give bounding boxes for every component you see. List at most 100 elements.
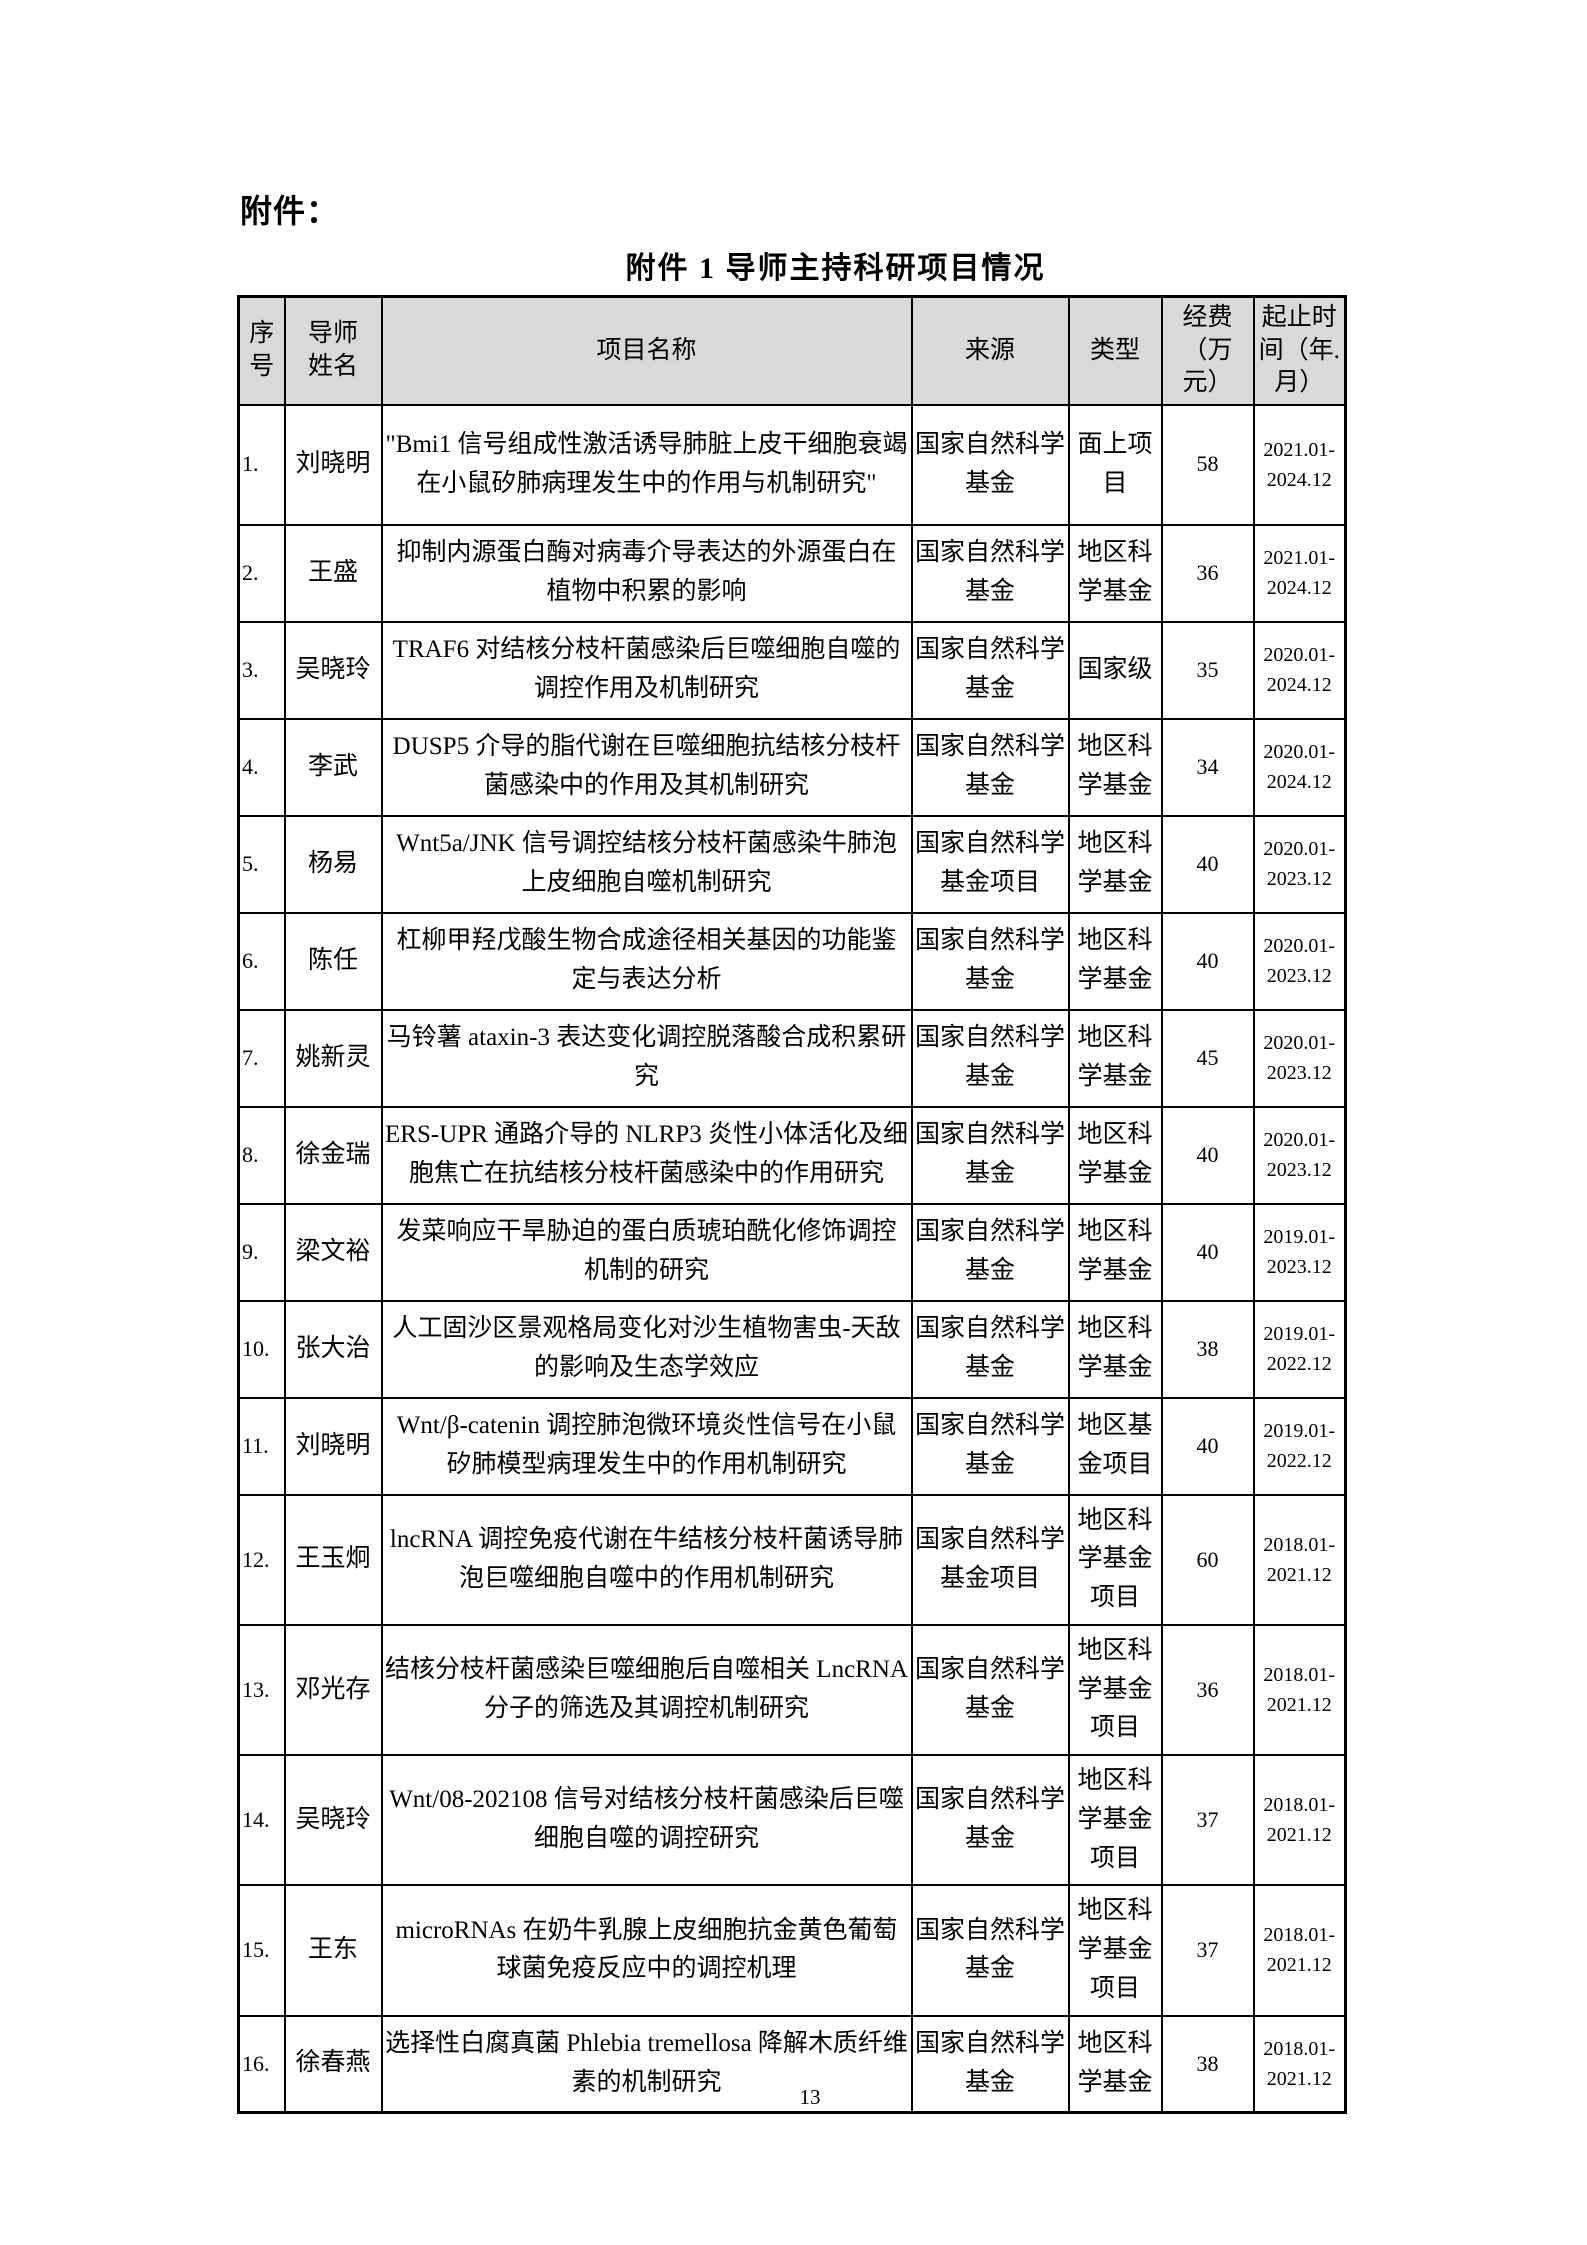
project-period: 2020.01-2023.12: [1252, 911, 1347, 1011]
project-title: lncRNA 调控免疫代谢在牛结核分枝杆菌诱导肺泡巨噬细胞自噬中的作用机制研究: [380, 1493, 913, 1626]
table-row: 8. 徐金瑞 ERS-UPR 通路介导的 NLRP3 炎性小体活化及细胞焦亡在抗…: [237, 1105, 1347, 1205]
column-header-project: 项目名称: [380, 295, 913, 406]
table-row: 5. 杨易 Wnt5a/JNK 信号调控结核分枝杆菌感染牛肺泡上皮细胞自噬机制研…: [237, 814, 1347, 914]
project-title: 结核分枝杆菌感染巨噬细胞后自噬相关 LncRNA 分子的筛选及其调控机制研究: [380, 1623, 913, 1757]
table-row: 6. 陈任 杠柳甲羟戊酸生物合成途径相关基因的功能鉴定与表达分析 国家自然科学基…: [237, 911, 1347, 1011]
header-row: 序号 导师姓名 项目名称 来源 类型 经费（万元） 起止时间（年.月）: [237, 295, 1347, 406]
project-type: 地区科学基金: [1067, 1008, 1163, 1108]
row-index: 9.: [237, 1202, 286, 1302]
funding-source: 国家自然科学基金项目: [910, 1493, 1070, 1626]
project-title: 选择性白腐真菌 Phlebia tremellosa 降解木质纤维素的机制研究: [380, 2014, 913, 2114]
row-index: 11.: [237, 1396, 286, 1496]
project-type: 地区基金项目: [1067, 1396, 1163, 1496]
project-type: 地区科学基金: [1067, 911, 1163, 1011]
table-row: 15. 王东 microRNAs 在奶牛乳腺上皮细胞抗金黄色葡萄球菌免疫反应中的…: [237, 1884, 1347, 2017]
row-index: 14.: [237, 1753, 286, 1887]
project-period: 2018.01-2021.12: [1252, 1623, 1347, 1757]
table-row: 7. 姚新灵 马铃薯 ataxin-3 表达变化调控脱落酸合成积累研究 国家自然…: [237, 1008, 1347, 1108]
column-header-funding: 经费（万元）: [1160, 295, 1255, 406]
supervisor-name: 张大治: [283, 1299, 383, 1399]
supervisor-name: 吴晓玲: [283, 620, 383, 720]
project-period: 2020.01-2023.12: [1252, 1105, 1347, 1205]
project-title: microRNAs 在奶牛乳腺上皮细胞抗金黄色葡萄球菌免疫反应中的调控机理: [380, 1884, 913, 2017]
funding-source: 国家自然科学基金: [910, 1884, 1070, 2017]
table-row: 13. 邓光存 结核分枝杆菌感染巨噬细胞后自噬相关 LncRNA 分子的筛选及其…: [237, 1623, 1347, 1757]
funding-source: 国家自然科学基金: [910, 2014, 1070, 2114]
row-index: 6.: [237, 911, 286, 1011]
table-row: 16. 徐春燕 选择性白腐真菌 Phlebia tremellosa 降解木质纤…: [237, 2014, 1347, 2114]
funding-amount: 35: [1160, 620, 1255, 720]
funding-amount: 45: [1160, 1008, 1255, 1108]
project-period: 2020.01-2023.12: [1252, 814, 1347, 914]
funding-source: 国家自然科学基金: [910, 403, 1070, 526]
table-row: 14. 吴晓玲 Wnt/08-202108 信号对结核分枝杆菌感染后巨噬细胞自噬…: [237, 1753, 1347, 1887]
funding-amount: 40: [1160, 1105, 1255, 1205]
project-title: 发菜响应干旱胁迫的蛋白质琥珀酰化修饰调控机制的研究: [380, 1202, 913, 1302]
project-period: 2018.01-2021.12: [1252, 1753, 1347, 1887]
project-type: 地区科学基金项目: [1067, 1884, 1163, 2017]
project-type: 面上项目: [1067, 403, 1163, 526]
supervisor-name: 梁文裕: [283, 1202, 383, 1302]
supervisor-name: 徐春燕: [283, 2014, 383, 2114]
table-body: 1. 刘晓明 "Bmi1 信号组成性激活诱导肺脏上皮干细胞衰竭在小鼠矽肺病理发生…: [237, 403, 1347, 2114]
funding-source: 国家自然科学基金项目: [910, 814, 1070, 914]
funding-amount: 37: [1160, 1884, 1255, 2017]
funding-amount: 40: [1160, 1396, 1255, 1496]
project-period: 2018.01-2021.12: [1252, 1884, 1347, 2017]
supervisor-name: 刘晓明: [283, 1396, 383, 1496]
row-index: 7.: [237, 1008, 286, 1108]
row-index: 12.: [237, 1493, 286, 1626]
project-title: Wnt5a/JNK 信号调控结核分枝杆菌感染牛肺泡上皮细胞自噬机制研究: [380, 814, 913, 914]
row-index: 16.: [237, 2014, 286, 2114]
project-type: 地区科学基金: [1067, 1105, 1163, 1205]
table-row: 4. 李武 DUSP5 介导的脂代谢在巨噬细胞抗结核分枝杆菌感染中的作用及其机制…: [237, 717, 1347, 817]
supervisor-name: 姚新灵: [283, 1008, 383, 1108]
row-index: 4.: [237, 717, 286, 817]
project-title: TRAF6 对结核分枝杆菌感染后巨噬细胞自噬的调控作用及机制研究: [380, 620, 913, 720]
project-type: 地区科学基金项目: [1067, 1753, 1163, 1887]
project-type: 地区科学基金: [1067, 1202, 1163, 1302]
project-period: 2020.01-2024.12: [1252, 620, 1347, 720]
supervisor-name: 吴晓玲: [283, 1753, 383, 1887]
attachment-heading: 附件：: [240, 193, 340, 229]
project-period: 2019.01-2022.12: [1252, 1396, 1347, 1496]
project-period: 2018.01-2021.12: [1252, 2014, 1347, 2114]
supervisor-name: 徐金瑞: [283, 1105, 383, 1205]
row-index: 3.: [237, 620, 286, 720]
table-row: 10. 张大治 人工固沙区景观格局变化对沙生植物害虫-天敌的影响及生态学效应 国…: [237, 1299, 1347, 1399]
project-title: "Bmi1 信号组成性激活诱导肺脏上皮干细胞衰竭在小鼠矽肺病理发生中的作用与机制…: [380, 403, 913, 526]
project-period: 2021.01-2024.12: [1252, 523, 1347, 623]
projects-table: 序号 导师姓名 项目名称 来源 类型 经费（万元） 起止时间（年.月） 1. 刘…: [237, 295, 1347, 2114]
project-period: 2021.01-2024.12: [1252, 403, 1347, 526]
table-row: 12. 王玉炯 lncRNA 调控免疫代谢在牛结核分枝杆菌诱导肺泡巨噬细胞自噬中…: [237, 1493, 1347, 1626]
table-row: 3. 吴晓玲 TRAF6 对结核分枝杆菌感染后巨噬细胞自噬的调控作用及机制研究 …: [237, 620, 1347, 720]
funding-source: 国家自然科学基金: [910, 1299, 1070, 1399]
row-index: 8.: [237, 1105, 286, 1205]
funding-amount: 38: [1160, 2014, 1255, 2114]
project-type: 地区科学基金: [1067, 1299, 1163, 1399]
table-row: 2. 王盛 抑制内源蛋白酶对病毒介导表达的外源蛋白在植物中积累的影响 国家自然科…: [237, 523, 1347, 623]
funding-source: 国家自然科学基金: [910, 620, 1070, 720]
table-header: 序号 导师姓名 项目名称 来源 类型 经费（万元） 起止时间（年.月）: [237, 295, 1347, 406]
project-type: 地区科学基金: [1067, 717, 1163, 817]
funding-source: 国家自然科学基金: [910, 717, 1070, 817]
funding-amount: 36: [1160, 523, 1255, 623]
supervisor-name: 邓光存: [283, 1623, 383, 1757]
project-period: 2019.01-2022.12: [1252, 1299, 1347, 1399]
project-title: 杠柳甲羟戊酸生物合成途径相关基因的功能鉴定与表达分析: [380, 911, 913, 1011]
funding-amount: 58: [1160, 403, 1255, 526]
project-period: 2018.01-2021.12: [1252, 1493, 1347, 1626]
row-index: 13.: [237, 1623, 286, 1757]
funding-amount: 40: [1160, 814, 1255, 914]
row-index: 1.: [237, 403, 286, 526]
funding-source: 国家自然科学基金: [910, 911, 1070, 1011]
project-title: 马铃薯 ataxin-3 表达变化调控脱落酸合成积累研究: [380, 1008, 913, 1108]
project-title: 人工固沙区景观格局变化对沙生植物害虫-天敌的影响及生态学效应: [380, 1299, 913, 1399]
table-row: 1. 刘晓明 "Bmi1 信号组成性激活诱导肺脏上皮干细胞衰竭在小鼠矽肺病理发生…: [237, 403, 1347, 526]
column-header-supervisor: 导师姓名: [283, 295, 383, 406]
row-index: 5.: [237, 814, 286, 914]
funding-source: 国家自然科学基金: [910, 523, 1070, 623]
funding-amount: 37: [1160, 1753, 1255, 1887]
funding-amount: 60: [1160, 1493, 1255, 1626]
